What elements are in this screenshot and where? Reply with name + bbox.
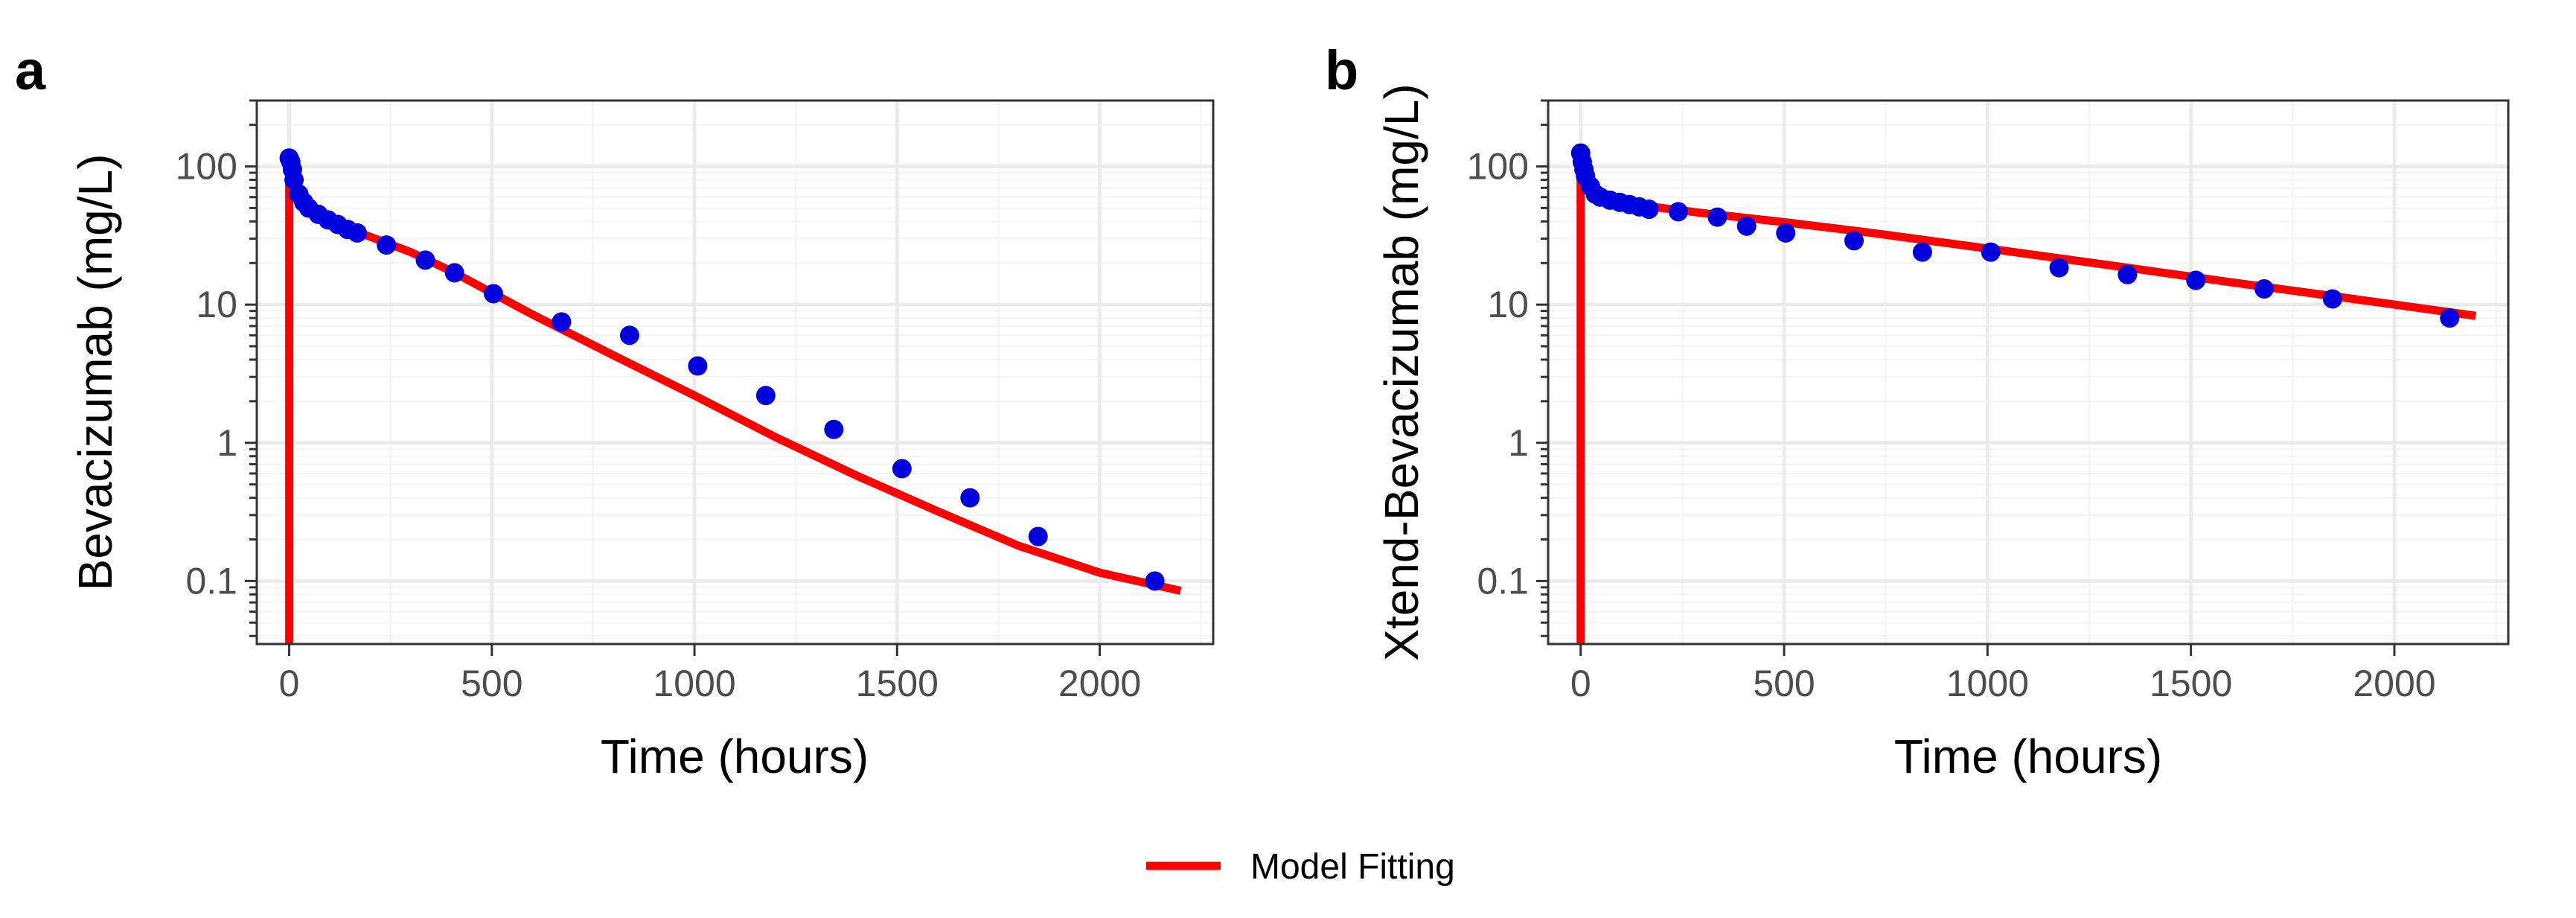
panel-b-y-axis-title: Xtend-Bevacizumab (mg/L) — [1375, 83, 1428, 660]
x-tick-label: 2000 — [1058, 663, 1141, 704]
panel-b-background — [1548, 101, 2508, 644]
panel-b-border — [1547, 99, 2510, 646]
x-tick-label: 0 — [1570, 663, 1591, 704]
panel-a-x-axis-title: Time (hours) — [601, 730, 869, 783]
data-point — [377, 235, 397, 255]
panel-a-y-axis-title: Bevacizumab (mg/L) — [68, 154, 122, 591]
y-tick-label: 1 — [1508, 422, 1529, 464]
y-tick-label: 100 — [1467, 146, 1529, 188]
data-point — [483, 284, 503, 304]
data-point — [1707, 207, 1728, 227]
y-tick-label: 10 — [196, 284, 237, 325]
x-tick-label: 1500 — [856, 663, 939, 704]
panel-b-label: b — [1325, 39, 1358, 101]
data-point — [2254, 279, 2275, 299]
data-point — [2118, 264, 2138, 284]
x-tick-label: 0 — [279, 663, 300, 704]
data-point — [1736, 216, 1757, 236]
data-point — [444, 263, 464, 283]
data-point — [2440, 308, 2460, 328]
y-tick-label: 0.1 — [1477, 560, 1529, 602]
data-point — [892, 459, 912, 479]
data-point — [2322, 289, 2342, 309]
data-point — [688, 356, 708, 376]
data-point — [1028, 526, 1048, 546]
x-tick-label: 500 — [461, 663, 522, 704]
data-point — [755, 386, 776, 406]
panel-b-x-axis-title: Time (hours) — [1894, 730, 2162, 783]
data-point — [1981, 242, 2001, 262]
panel-a-label: a — [15, 39, 46, 101]
x-tick-label: 1000 — [1946, 663, 2029, 704]
x-tick-label: 2000 — [2353, 663, 2435, 704]
y-tick-label: 10 — [1487, 284, 1529, 325]
x-tick-label: 500 — [1753, 663, 1815, 704]
panel-b-marks — [1570, 143, 2477, 644]
y-tick-label: 1 — [217, 422, 237, 464]
data-point — [2049, 258, 2069, 278]
panel-a-grid — [257, 101, 1213, 644]
data-point — [960, 488, 980, 508]
data-point — [824, 419, 844, 439]
data-point — [1639, 200, 1659, 220]
panel-a-border — [255, 99, 1215, 646]
data-point — [1912, 242, 1932, 262]
data-point — [1145, 571, 1165, 591]
panel-a-marks — [279, 148, 1182, 644]
data-point — [2186, 270, 2206, 290]
data-point — [1776, 223, 1796, 243]
data-point — [415, 250, 435, 270]
y-tick-label: 100 — [176, 146, 237, 188]
data-point — [348, 223, 368, 243]
y-tick-label: 0.1 — [185, 560, 237, 602]
data-point — [552, 312, 572, 332]
legend-label-model-fitting: Model Fitting — [1250, 847, 1455, 887]
data-point — [1844, 231, 1864, 251]
panel-b-grid — [1548, 101, 2508, 644]
x-tick-label: 1500 — [2150, 663, 2232, 704]
data-point — [1668, 202, 1688, 222]
legend: Model Fitting — [1146, 847, 1455, 887]
x-tick-label: 1000 — [653, 663, 735, 704]
data-point — [619, 325, 639, 345]
